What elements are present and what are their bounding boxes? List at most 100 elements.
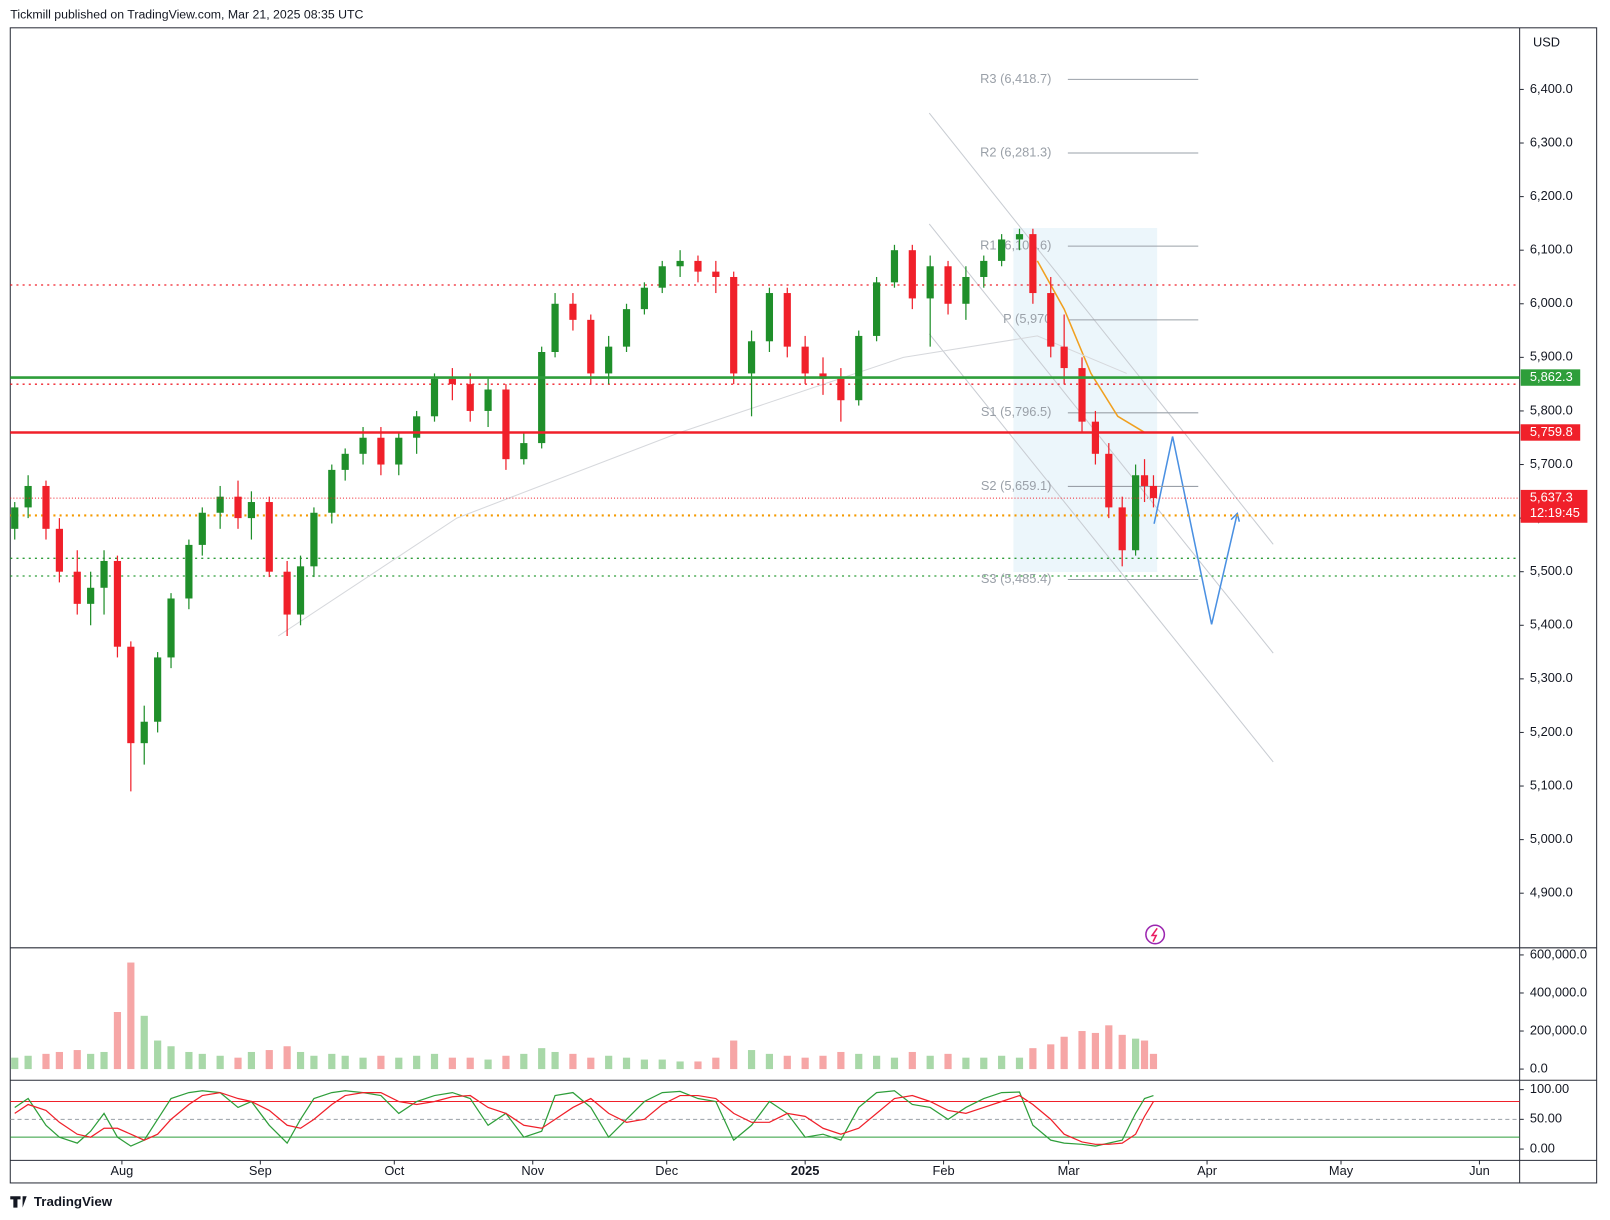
candle-body	[1091, 421, 1100, 454]
volume-bar	[855, 1053, 863, 1070]
y-tick-label: 5,000.0	[1530, 831, 1573, 846]
y-tick-label: 6,000.0	[1530, 295, 1573, 310]
pivot-label: R1 (6,107.6)	[980, 238, 1051, 253]
candle	[265, 496, 273, 578]
candle-body	[712, 271, 720, 277]
currency-label: USD	[1533, 35, 1560, 50]
volume-bar	[247, 1051, 256, 1070]
volume-bar	[430, 1053, 439, 1070]
candle	[234, 480, 242, 529]
candle-body	[140, 721, 148, 744]
candle	[694, 255, 702, 283]
volume-bar	[265, 1050, 273, 1070]
y-tick-label: 6,100.0	[1530, 242, 1573, 257]
candle	[154, 652, 162, 733]
candle	[100, 550, 108, 615]
candle	[341, 448, 349, 481]
candle-body	[185, 544, 193, 599]
candle-body	[265, 502, 273, 572]
candle	[448, 368, 456, 401]
candle	[395, 432, 403, 476]
volume-bar	[1047, 1044, 1055, 1070]
candle	[998, 234, 1006, 267]
event-icon[interactable]	[1145, 924, 1166, 945]
channel-line	[928, 223, 1274, 654]
candle	[520, 432, 528, 465]
pivot-label: R2 (6,281.3)	[980, 144, 1051, 159]
candle	[42, 480, 50, 540]
candle	[216, 485, 224, 529]
volume-bar	[283, 1046, 291, 1070]
candle-body	[328, 469, 336, 513]
x-tick-label: Mar	[1058, 1163, 1081, 1178]
candle-body	[962, 276, 970, 304]
candle-body	[100, 560, 108, 588]
candle-body	[998, 239, 1006, 261]
candle	[24, 475, 32, 519]
x-tick-label: Feb	[933, 1163, 955, 1178]
y-tick-label: 5,900.0	[1530, 349, 1573, 364]
volume-bar	[873, 1055, 881, 1070]
volume-bar	[484, 1059, 492, 1070]
candle	[484, 378, 492, 428]
candle	[640, 282, 648, 315]
candle-body	[837, 378, 845, 401]
candle	[658, 260, 666, 294]
logo-mark	[10, 1196, 27, 1208]
volume-bar	[198, 1053, 206, 1070]
candle-body	[1149, 485, 1158, 499]
volume-bar	[980, 1057, 988, 1070]
candle-body	[551, 303, 559, 352]
volume-bar	[1118, 1034, 1126, 1070]
candle	[377, 427, 385, 476]
candle	[430, 373, 439, 422]
y-tick-label: 200,000.0	[1530, 1022, 1587, 1037]
candle-body	[1078, 368, 1086, 422]
volume-bar	[127, 962, 135, 1070]
candle	[765, 287, 774, 352]
candle-body	[747, 341, 756, 374]
candle	[676, 250, 684, 277]
candle-body	[167, 598, 175, 658]
candle	[1029, 228, 1037, 304]
volume-bar	[538, 1048, 546, 1070]
candle-body	[55, 528, 63, 572]
candle	[328, 464, 336, 524]
candle	[466, 373, 474, 422]
y-tick-label: 0.0	[1530, 1060, 1548, 1075]
candle	[11, 502, 19, 540]
volume-bar	[1132, 1038, 1140, 1070]
candle-body	[11, 507, 19, 529]
candle-body	[908, 250, 916, 299]
candle	[569, 293, 577, 331]
candle	[783, 287, 791, 358]
volume-bar	[605, 1055, 613, 1070]
candle	[622, 303, 631, 352]
candle-body	[127, 646, 135, 744]
candle-body	[1132, 475, 1140, 551]
volume-bar	[113, 1012, 122, 1070]
candle-body	[676, 260, 684, 267]
candle-body	[430, 378, 439, 417]
volume-bar	[676, 1061, 684, 1070]
candle	[1015, 228, 1024, 251]
candle-body	[730, 276, 738, 374]
volume-bar	[640, 1059, 648, 1070]
volume-bar	[569, 1053, 577, 1070]
candle-body	[765, 293, 774, 342]
volume-bar	[341, 1055, 349, 1070]
candle	[1091, 410, 1100, 465]
candle-body	[359, 437, 367, 454]
x-tick-label: Jun	[1469, 1163, 1490, 1178]
candle-body	[502, 389, 510, 460]
candle-body	[247, 502, 256, 519]
candle-body	[377, 437, 385, 465]
volume-bar	[310, 1055, 318, 1070]
candle-body	[783, 293, 791, 347]
volume-bar	[413, 1055, 421, 1070]
candle-body	[1029, 234, 1037, 294]
frame	[9, 27, 1598, 1184]
volume-bar	[55, 1051, 63, 1070]
volume-bar	[587, 1057, 595, 1070]
